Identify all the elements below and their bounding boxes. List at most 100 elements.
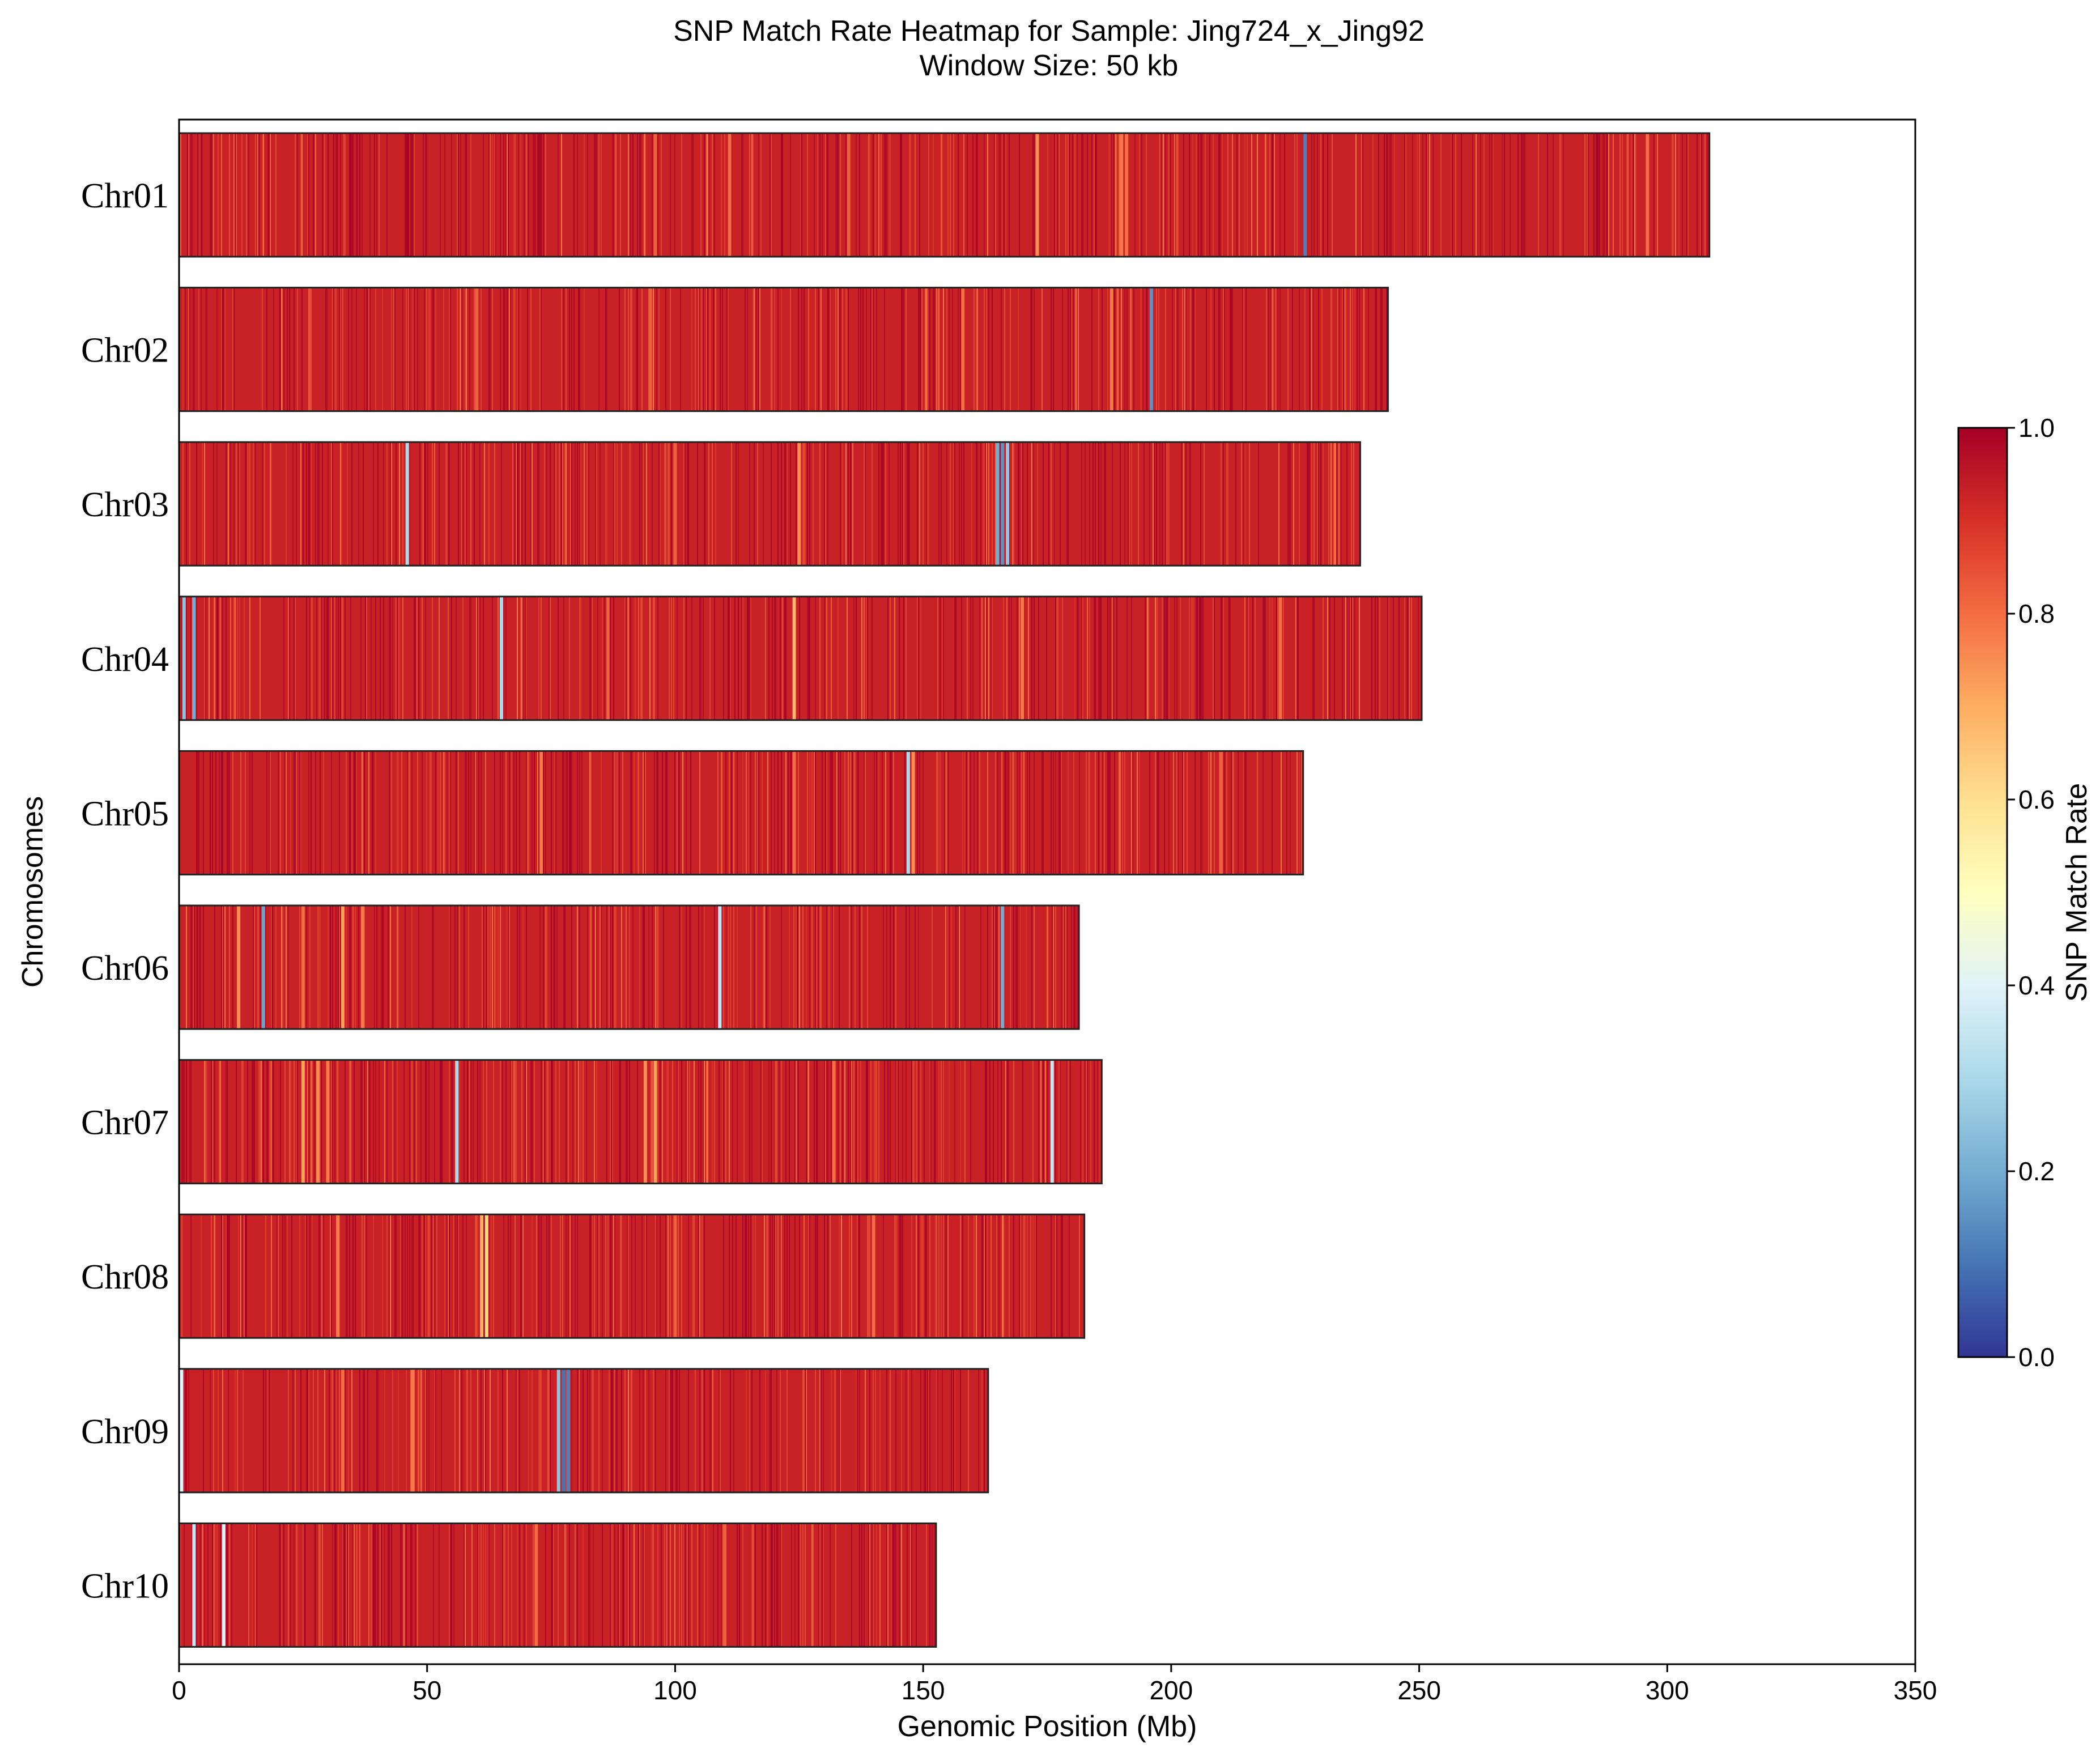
- window-stripe: [893, 751, 894, 875]
- window-stripe: [1323, 133, 1324, 257]
- window-stripe: [221, 905, 222, 1029]
- window-stripe: [339, 287, 340, 411]
- window-stripe: [253, 905, 254, 1029]
- window-stripe: [686, 596, 687, 720]
- window-stripe: [355, 905, 356, 1029]
- window-stripe: [1006, 1060, 1008, 1184]
- window-stripe: [504, 287, 505, 411]
- window-stripe: [968, 1368, 969, 1493]
- window-stripe: [1213, 133, 1214, 257]
- window-stripe: [1273, 287, 1274, 411]
- window-stripe: [836, 133, 838, 257]
- window-stripe: [852, 442, 853, 566]
- window-stripe: [449, 1214, 450, 1338]
- window-stripe: [1019, 1214, 1020, 1338]
- window-stripe: [534, 1060, 535, 1184]
- window-stripe: [571, 1368, 572, 1493]
- window-stripe: [944, 751, 945, 875]
- window-stripe: [686, 751, 687, 875]
- window-stripe: [920, 596, 921, 720]
- window-stripe: [255, 442, 256, 566]
- window-stripe: [1100, 751, 1102, 875]
- window-stripe: [1204, 442, 1205, 566]
- window-stripe: [657, 905, 658, 1029]
- window-stripe: [1626, 133, 1627, 257]
- chromosome-bar-chr01: [178, 132, 1711, 258]
- window-stripe: [185, 287, 186, 411]
- window-stripe: [598, 1214, 600, 1338]
- window-stripe: [249, 442, 250, 566]
- window-stripe: [263, 133, 264, 257]
- match-rate-window: [832, 1060, 836, 1184]
- window-stripe: [513, 1060, 515, 1184]
- window-stripe: [554, 442, 555, 566]
- match-rate-window: [648, 287, 652, 411]
- window-stripe: [595, 905, 596, 1029]
- window-stripe: [816, 1060, 817, 1184]
- window-stripe: [1068, 1060, 1069, 1184]
- window-stripe: [960, 1060, 961, 1184]
- window-stripe: [908, 442, 909, 566]
- window-stripe: [1183, 751, 1184, 875]
- window-stripe: [483, 905, 484, 1029]
- window-stripe: [426, 751, 427, 875]
- window-stripe: [926, 1214, 927, 1338]
- match-rate-window: [180, 1368, 184, 1493]
- window-stripe: [800, 1523, 801, 1647]
- window-stripe: [425, 1214, 426, 1338]
- window-stripe: [1072, 133, 1073, 257]
- window-stripe: [527, 751, 528, 875]
- window-stripe: [679, 751, 680, 875]
- window-stripe: [294, 751, 295, 875]
- window-stripe: [1176, 596, 1177, 720]
- window-stripe: [869, 1368, 870, 1493]
- window-stripe: [1299, 442, 1300, 566]
- window-stripe: [825, 751, 826, 875]
- window-stripe: [422, 1214, 423, 1338]
- window-stripe: [611, 1523, 612, 1647]
- window-stripe: [1047, 1060, 1048, 1184]
- window-stripe: [1287, 442, 1289, 566]
- window-stripe: [1180, 596, 1181, 720]
- window-stripe: [771, 133, 772, 257]
- window-stripe: [1028, 596, 1029, 720]
- window-stripe: [363, 442, 364, 566]
- window-stripe: [607, 1214, 609, 1338]
- window-stripe: [817, 1060, 818, 1184]
- window-stripe: [394, 1060, 396, 1184]
- window-stripe: [545, 905, 546, 1029]
- window-stripe: [925, 1214, 926, 1338]
- window-stripe: [389, 751, 390, 875]
- window-stripe: [1226, 442, 1227, 566]
- window-stripe: [887, 1060, 889, 1184]
- window-stripe: [941, 133, 942, 257]
- window-stripe: [413, 133, 414, 257]
- window-stripe: [1020, 905, 1021, 1029]
- window-stripe: [859, 1523, 860, 1647]
- window-stripe: [602, 1523, 603, 1647]
- window-stripe: [281, 905, 282, 1029]
- window-stripe: [785, 442, 787, 566]
- window-stripe: [485, 1368, 486, 1493]
- window-stripe: [407, 751, 408, 875]
- window-stripe: [607, 596, 609, 720]
- window-stripe: [360, 596, 362, 720]
- window-stripe: [679, 1523, 680, 1647]
- window-stripe: [950, 133, 951, 257]
- window-stripe: [1353, 442, 1354, 566]
- window-stripe: [777, 442, 779, 566]
- window-stripe: [258, 1060, 260, 1184]
- window-stripe: [1019, 133, 1020, 257]
- window-stripe: [566, 1060, 567, 1184]
- window-stripe: [809, 1214, 810, 1338]
- window-stripe: [1163, 133, 1164, 257]
- window-stripe: [439, 596, 440, 720]
- window-stripe: [868, 1523, 869, 1647]
- window-stripe: [320, 596, 321, 720]
- window-stripe: [396, 1214, 397, 1338]
- window-stripe: [780, 1368, 781, 1493]
- window-stripe: [1309, 442, 1310, 566]
- window-stripe: [1023, 751, 1025, 875]
- window-stripe: [915, 905, 916, 1029]
- window-stripe: [736, 1214, 737, 1338]
